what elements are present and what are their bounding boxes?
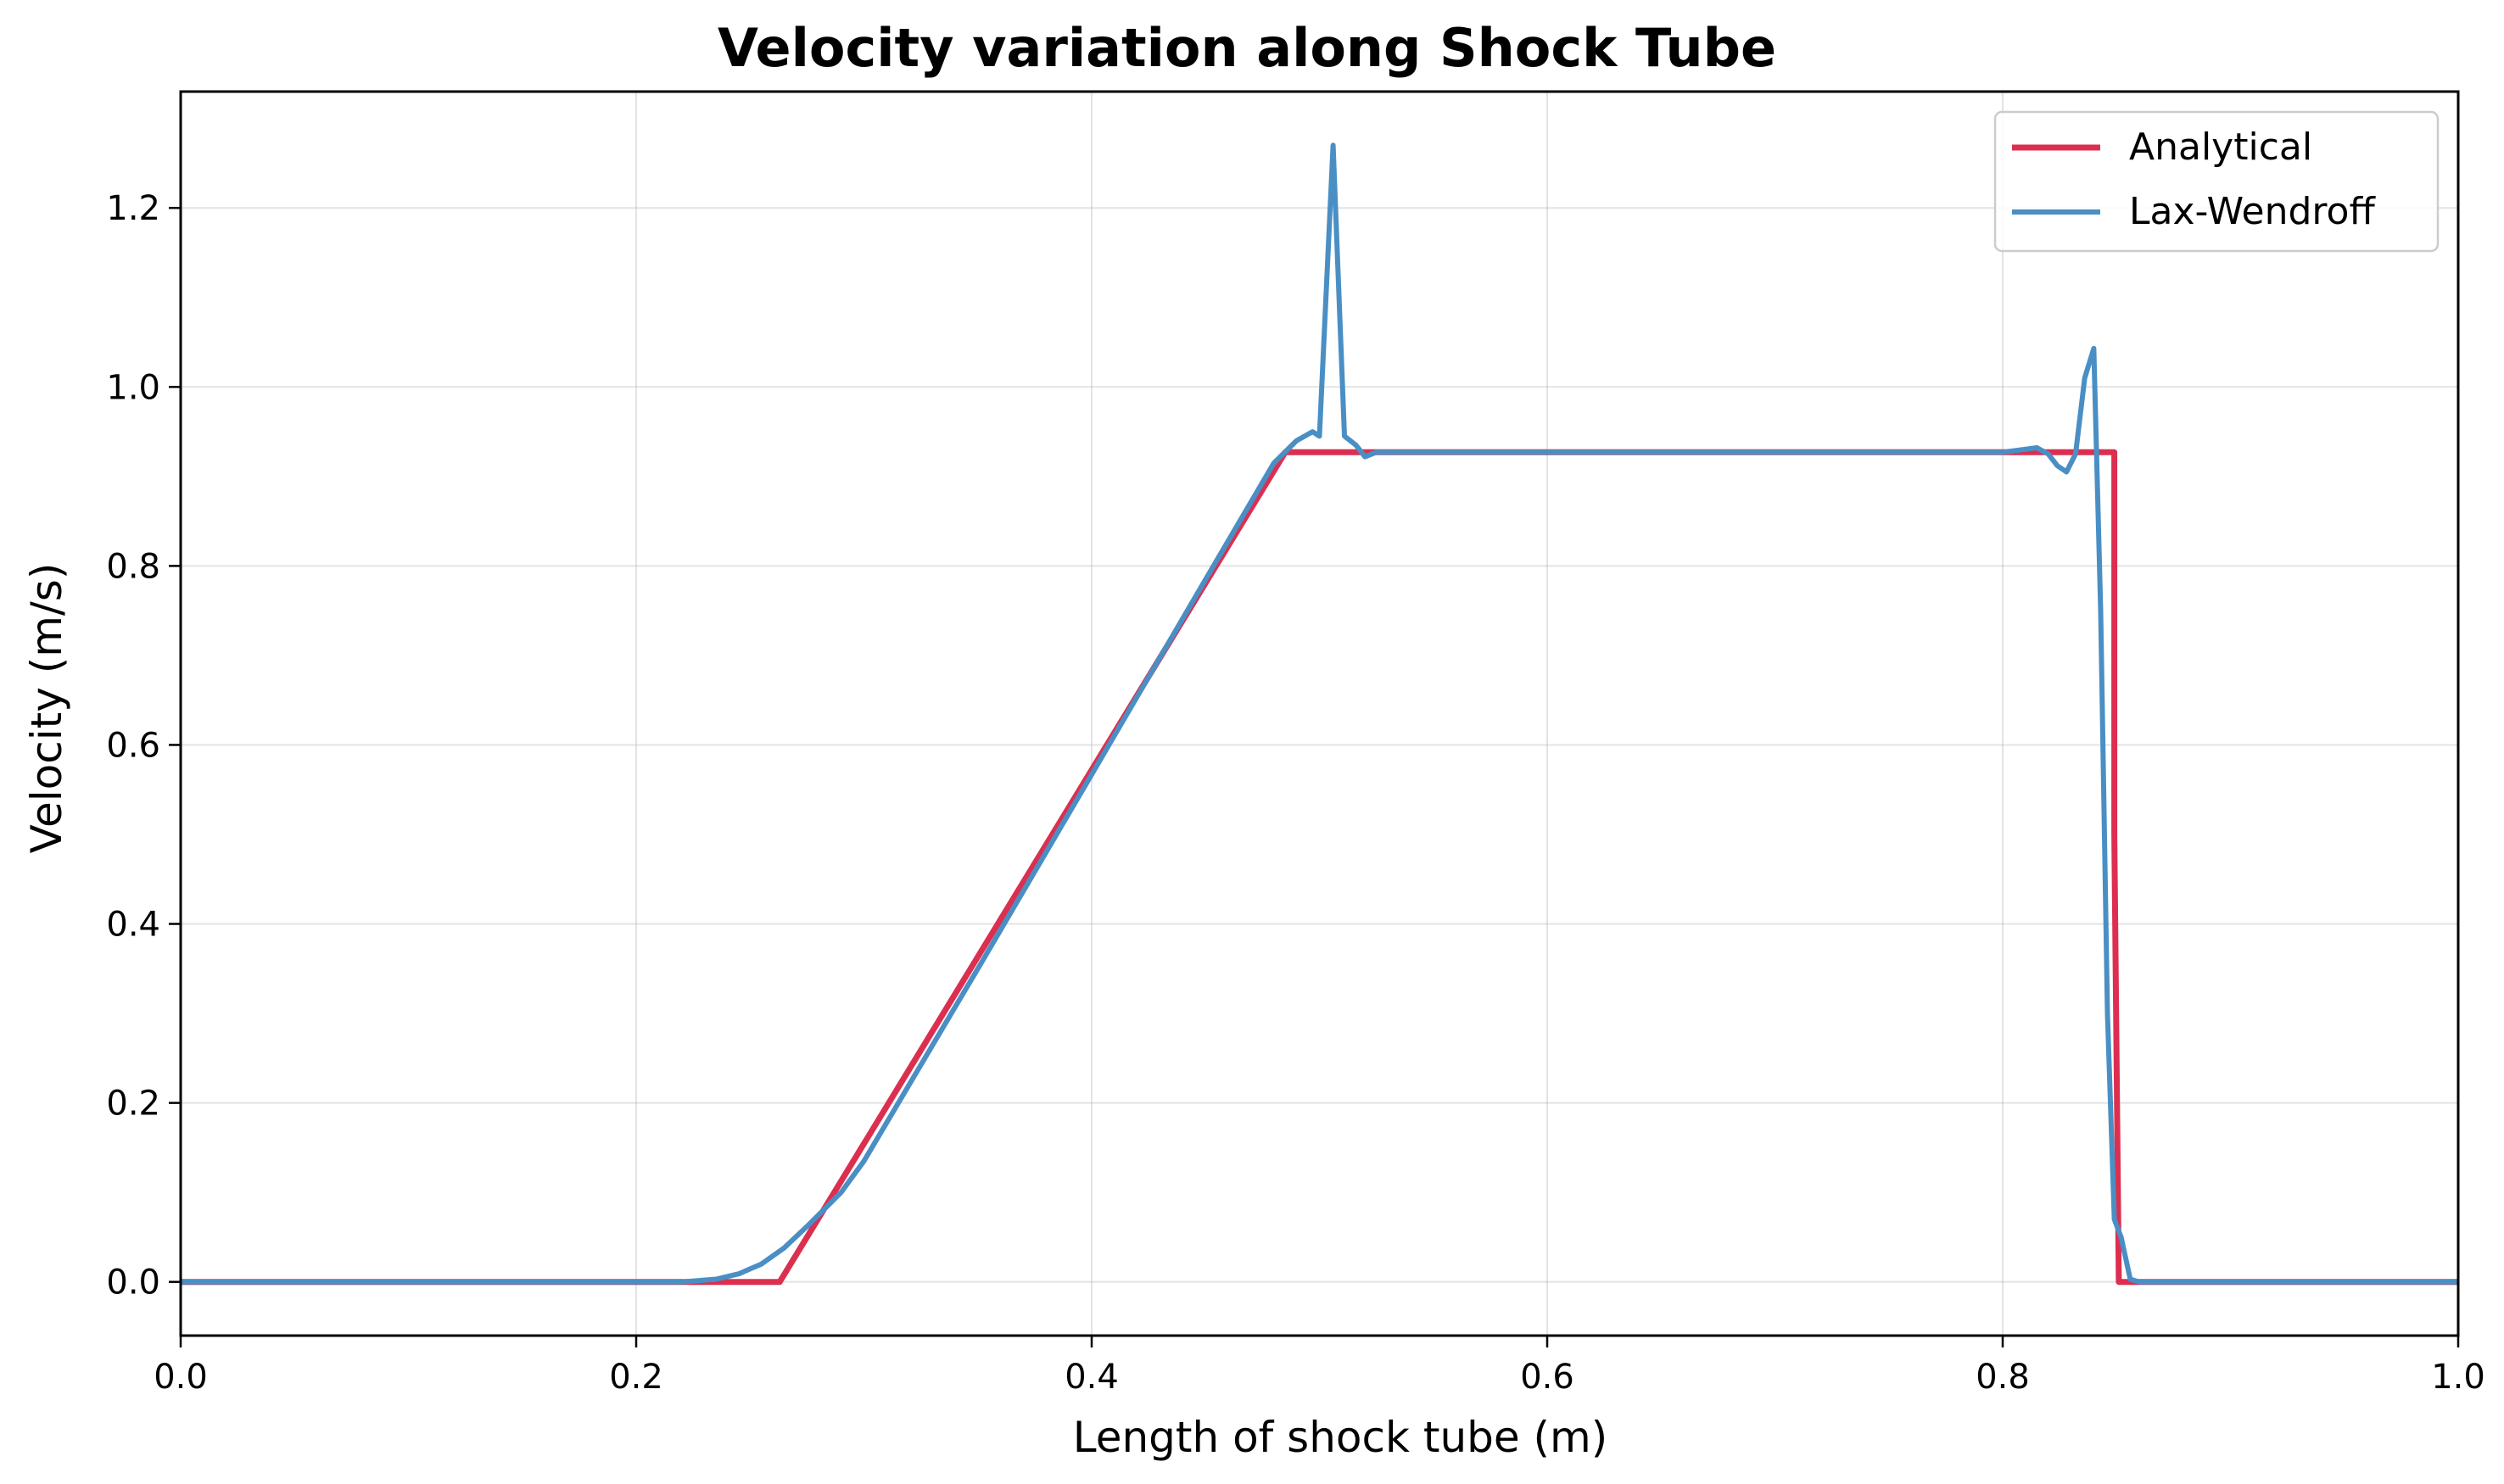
y-tick-label: 0.6	[106, 726, 160, 765]
y-tick-label: 0.0	[106, 1264, 160, 1303]
x-tick-label: 0.6	[1520, 1358, 1574, 1397]
y-tick-label: 1.0	[106, 368, 160, 407]
x-tick-label: 0.2	[609, 1358, 663, 1397]
x-axis-label: Length of shock tube (m)	[1073, 1413, 1608, 1462]
y-tick-label: 0.4	[106, 906, 160, 945]
y-tick-label: 0.8	[106, 547, 160, 586]
chart-title: Velocity variation along Shock Tube	[718, 17, 1776, 79]
x-tick-label: 1.0	[2431, 1358, 2485, 1397]
legend: Analytical Lax-Wendroff	[1995, 112, 2438, 251]
x-tick-label: 0.4	[1065, 1358, 1119, 1397]
legend-label-lax-wendroff: Lax-Wendroff	[2129, 190, 2376, 233]
y-tick-label: 1.2	[106, 189, 160, 228]
legend-label-analytical: Analytical	[2129, 126, 2312, 169]
y-axis-label: Velocity (m/s)	[22, 563, 71, 854]
x-tick-label: 0.0	[154, 1358, 208, 1397]
y-tick-label: 0.2	[106, 1085, 160, 1124]
x-tick-label: 0.8	[1976, 1358, 2030, 1397]
